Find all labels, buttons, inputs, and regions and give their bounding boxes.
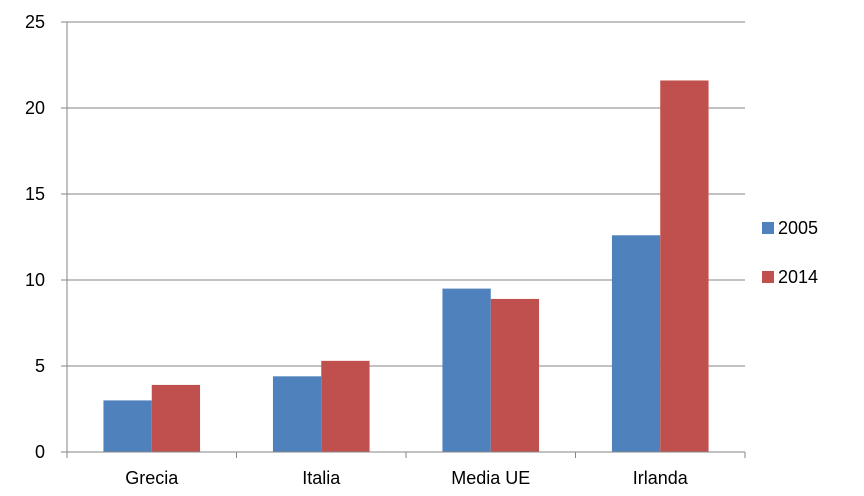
bar-2005-media-ue [442, 288, 491, 452]
y-tick-labels: 0 5 10 15 20 25 [25, 12, 45, 462]
bar-2014-irlanda [660, 80, 709, 452]
y-tick-label: 25 [25, 12, 45, 32]
x-tick-label: Irlanda [633, 468, 689, 488]
legend: 2005 2014 [762, 218, 818, 287]
y-tick-label: 10 [25, 270, 45, 290]
y-tick-label: 20 [25, 98, 45, 118]
legend-label-2014: 2014 [778, 267, 818, 287]
bar-2005-italia [272, 376, 322, 452]
y-tick-label: 15 [25, 184, 45, 204]
legend-label-2005: 2005 [778, 218, 818, 238]
axes [61, 21, 746, 458]
y-tick-label: 5 [35, 356, 45, 376]
bars [103, 80, 709, 452]
bar-2014-italia [321, 360, 370, 452]
y-tick-label: 0 [35, 442, 45, 462]
x-tick-labels: Grecia Italia Media UE Irlanda [125, 468, 689, 488]
bar-2005-grecia [103, 400, 152, 452]
bar-2005-irlanda [611, 235, 661, 452]
legend-swatch-2014 [762, 271, 774, 283]
x-tick-label: Italia [302, 468, 341, 488]
x-tick-label: Media UE [451, 468, 530, 488]
legend-swatch-2005 [762, 222, 774, 234]
bar-2014-grecia [151, 384, 201, 452]
bar-2014-media-ue [490, 298, 540, 452]
x-tick-label: Grecia [125, 468, 179, 488]
